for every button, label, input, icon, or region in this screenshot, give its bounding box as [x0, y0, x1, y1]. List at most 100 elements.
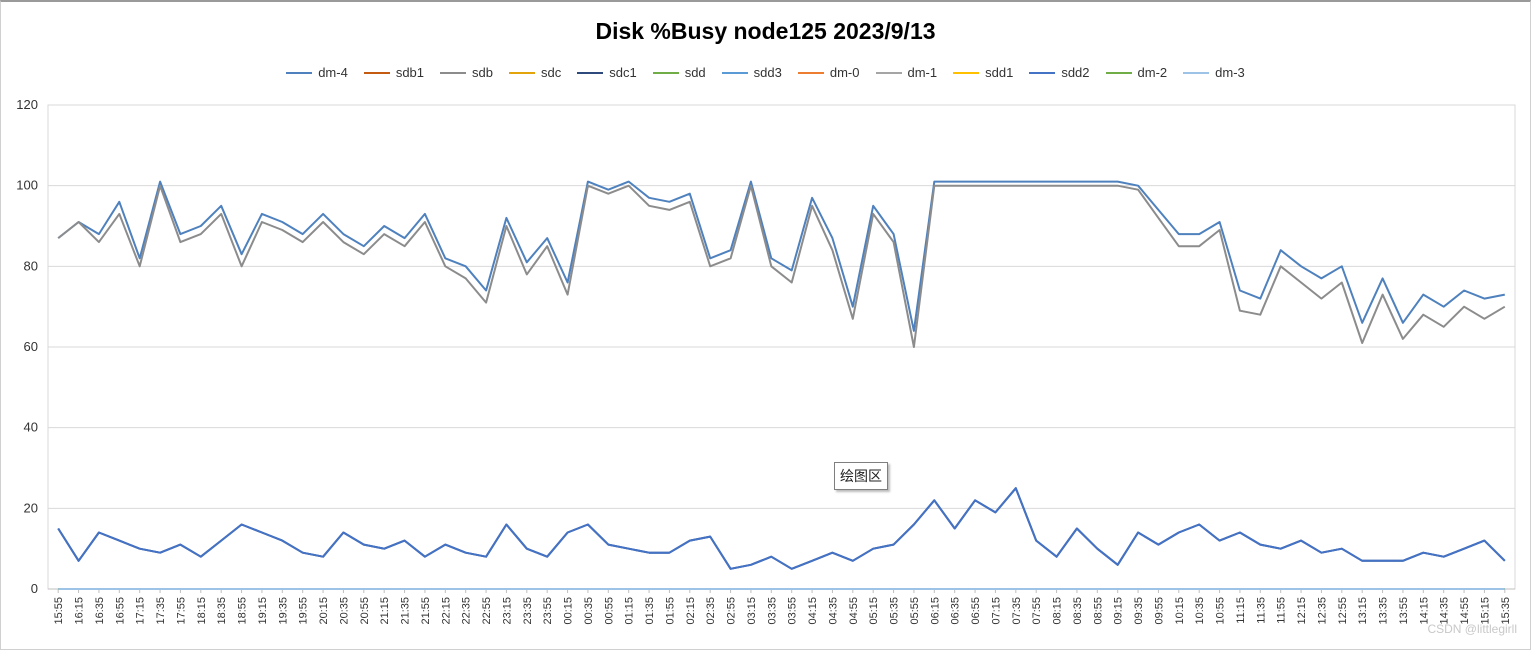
- legend-item-sdb: sdb: [440, 65, 493, 80]
- x-tick-label: 18:55: [237, 597, 249, 625]
- x-tick-label: 01:15: [624, 597, 636, 625]
- legend-item-dm-0: dm-0: [797, 65, 860, 80]
- x-tick-label: 16:55: [114, 597, 126, 625]
- x-tick-label: 03:35: [766, 597, 778, 625]
- x-tick-label: 14:15: [1418, 597, 1430, 625]
- x-tick-label: 03:55: [787, 597, 799, 625]
- legend-item-sdc1: sdc1: [577, 65, 637, 80]
- legend-swatch: [797, 71, 824, 74]
- legend-swatch: [875, 71, 902, 74]
- legend-label: sdd1: [985, 65, 1014, 80]
- legend-swatch: [652, 71, 679, 74]
- y-tick-label: 80: [24, 258, 38, 273]
- x-tick-label: 18:35: [216, 597, 228, 625]
- x-tick-label: 20:35: [338, 597, 350, 625]
- x-tick-label: 22:55: [481, 597, 493, 625]
- x-tick-label: 03:15: [746, 597, 758, 625]
- legend-label: sdb: [472, 65, 493, 80]
- x-tick-label: 22:35: [461, 597, 473, 625]
- legend-item-sdb1: sdb1: [363, 65, 425, 80]
- x-tick-label: 20:55: [359, 597, 371, 625]
- legend-item-dm-1: dm-1: [875, 65, 938, 80]
- legend-label: sdb1: [395, 65, 425, 80]
- x-tick-label: 17:15: [135, 597, 147, 625]
- legend-label: dm-3: [1215, 65, 1245, 80]
- x-tick-label: 00:15: [563, 597, 575, 625]
- legend-item-sdc: sdc: [509, 65, 561, 80]
- x-tick-label: 23:55: [542, 597, 554, 625]
- legend-item-sdd2: sdd2: [1029, 65, 1090, 80]
- legend-swatch: [1029, 71, 1056, 74]
- x-tick-label: 22:15: [440, 597, 452, 625]
- x-tick-label: 00:35: [583, 597, 595, 625]
- plot-area-tooltip: 绘图区: [834, 462, 888, 490]
- x-tick-label: 15:55: [53, 597, 65, 625]
- chart-legend: dm-4 sdb1 sdb sdc sdc1 sdd sdd3 dm-0 dm-1 sdd1 sdd…: [0, 65, 1531, 80]
- x-tick-label: 10:55: [1215, 597, 1227, 625]
- x-tick-label: 13:35: [1378, 597, 1390, 625]
- watermark: CSDN @littlegirll: [1427, 622, 1517, 636]
- x-tick-label: 13:55: [1398, 597, 1410, 625]
- x-tick-label: 08:55: [1092, 597, 1104, 625]
- legend-label: dm-0: [829, 65, 860, 80]
- y-tick-label: 120: [16, 97, 38, 112]
- x-tick-label: 06:15: [929, 597, 941, 625]
- legend-swatch: [721, 71, 748, 74]
- x-tick-label: 02:15: [685, 597, 697, 625]
- x-tick-label: 16:15: [74, 597, 86, 625]
- x-tick-label: 19:35: [277, 597, 289, 625]
- legend-item-sdd1: sdd1: [953, 65, 1013, 80]
- x-tick-label: 04:35: [827, 597, 839, 625]
- x-tick-label: 14:35: [1439, 597, 1451, 625]
- x-tick-label: 15:15: [1479, 597, 1491, 625]
- y-tick-label: 60: [24, 339, 38, 354]
- x-tick-label: 11:35: [1255, 597, 1267, 624]
- x-tick-label: 10:35: [1194, 597, 1206, 625]
- legend-label: dm-1: [907, 65, 938, 80]
- legend-label: sdc1: [609, 65, 637, 80]
- x-tick-label: 21:15: [379, 597, 391, 625]
- y-tick-label: 40: [24, 420, 38, 435]
- legend-label: sdc: [541, 65, 562, 80]
- legend-item-sdd3: sdd3: [721, 65, 782, 80]
- x-tick-label: 01:55: [664, 597, 676, 625]
- x-tick-label: 06:35: [950, 597, 962, 625]
- chart-title: Disk %Busy node125 2023/9/13: [595, 18, 936, 44]
- y-tick-label: 100: [16, 178, 38, 193]
- x-tick-label: 05:35: [889, 597, 901, 625]
- legend-label: sdd3: [753, 65, 782, 80]
- x-tick-label: 18:15: [196, 597, 208, 625]
- series-line-sdc1: [57, 487, 1506, 570]
- x-tick-label: 09:15: [1113, 597, 1125, 625]
- x-tick-label: 07:55: [1031, 597, 1043, 625]
- x-tick-label: 07:15: [990, 597, 1002, 625]
- series-line-sdd2: [57, 487, 1506, 570]
- legend-label: dm-4: [318, 65, 348, 80]
- legend-label: sdd2: [1061, 65, 1090, 80]
- legend-swatch: [1105, 71, 1132, 74]
- x-tick-label: 07:35: [1011, 597, 1023, 625]
- x-tick-label: 23:35: [522, 597, 534, 625]
- x-tick-label: 23:15: [501, 597, 513, 625]
- x-tick-label: 19:15: [257, 597, 269, 625]
- x-tick-label: 05:15: [868, 597, 880, 625]
- x-tick-label: 00:55: [603, 597, 615, 625]
- x-tick-label: 08:35: [1072, 597, 1084, 625]
- series-line-sdb: [57, 184, 1506, 348]
- x-tick-label: 21:55: [420, 597, 432, 625]
- x-tick-label: 15:35: [1500, 597, 1512, 625]
- legend-item-dm-3: dm-3: [1183, 65, 1245, 80]
- legend-item-dm-4: dm-4: [286, 65, 348, 80]
- legend-swatch: [509, 71, 535, 74]
- x-tick-label: 13:15: [1357, 597, 1369, 625]
- legend-label: sdd: [684, 65, 706, 80]
- x-tick-label: 12:15: [1296, 597, 1308, 625]
- x-tick-label: 09:35: [1133, 597, 1145, 625]
- y-tick-label: 0: [31, 581, 38, 596]
- x-tick-label: 20:15: [318, 597, 330, 625]
- x-tick-label: 04:55: [848, 597, 860, 625]
- legend-item-dm-2: dm-2: [1105, 65, 1167, 80]
- x-tick-label: 11:15: [1235, 597, 1247, 624]
- x-tick-label: 05:55: [909, 597, 921, 625]
